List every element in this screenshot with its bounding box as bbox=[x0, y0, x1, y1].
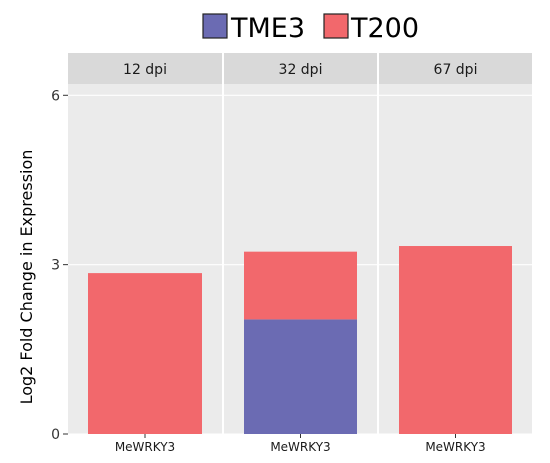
y-tick-label-3: 3 bbox=[51, 258, 60, 274]
bar-t200-32-dpi bbox=[244, 251, 357, 320]
legend-label-t200: T200 bbox=[350, 13, 419, 44]
bar-t200-67-dpi bbox=[399, 246, 512, 434]
facet-strip-32-dpi bbox=[224, 53, 377, 84]
facet-label-12-dpi: 12 dpi bbox=[123, 62, 167, 78]
y-axis-title: Log2 Fold Change in Expression bbox=[17, 150, 36, 405]
bar-tme3-32-dpi bbox=[244, 319, 357, 434]
facet-strip-67-dpi bbox=[379, 53, 532, 84]
x-tick-label-32-dpi: MeWRKY3 bbox=[270, 440, 330, 454]
facet-strip-12-dpi bbox=[68, 53, 222, 84]
x-tick-label-67-dpi: MeWRKY3 bbox=[425, 440, 485, 454]
facet-label-32-dpi: 32 dpi bbox=[279, 62, 323, 78]
facet-label-67-dpi: 67 dpi bbox=[434, 62, 478, 78]
legend-swatch-tme3 bbox=[202, 13, 228, 39]
y-tick-label-6: 6 bbox=[51, 88, 60, 104]
legend-label-tme3: TME3 bbox=[230, 13, 305, 44]
x-tick-label-12-dpi: MeWRKY3 bbox=[115, 440, 175, 454]
legend-swatch-t200 bbox=[323, 13, 349, 39]
bar-t200-12-dpi bbox=[88, 273, 202, 434]
y-tick-label-0: 0 bbox=[51, 427, 60, 443]
